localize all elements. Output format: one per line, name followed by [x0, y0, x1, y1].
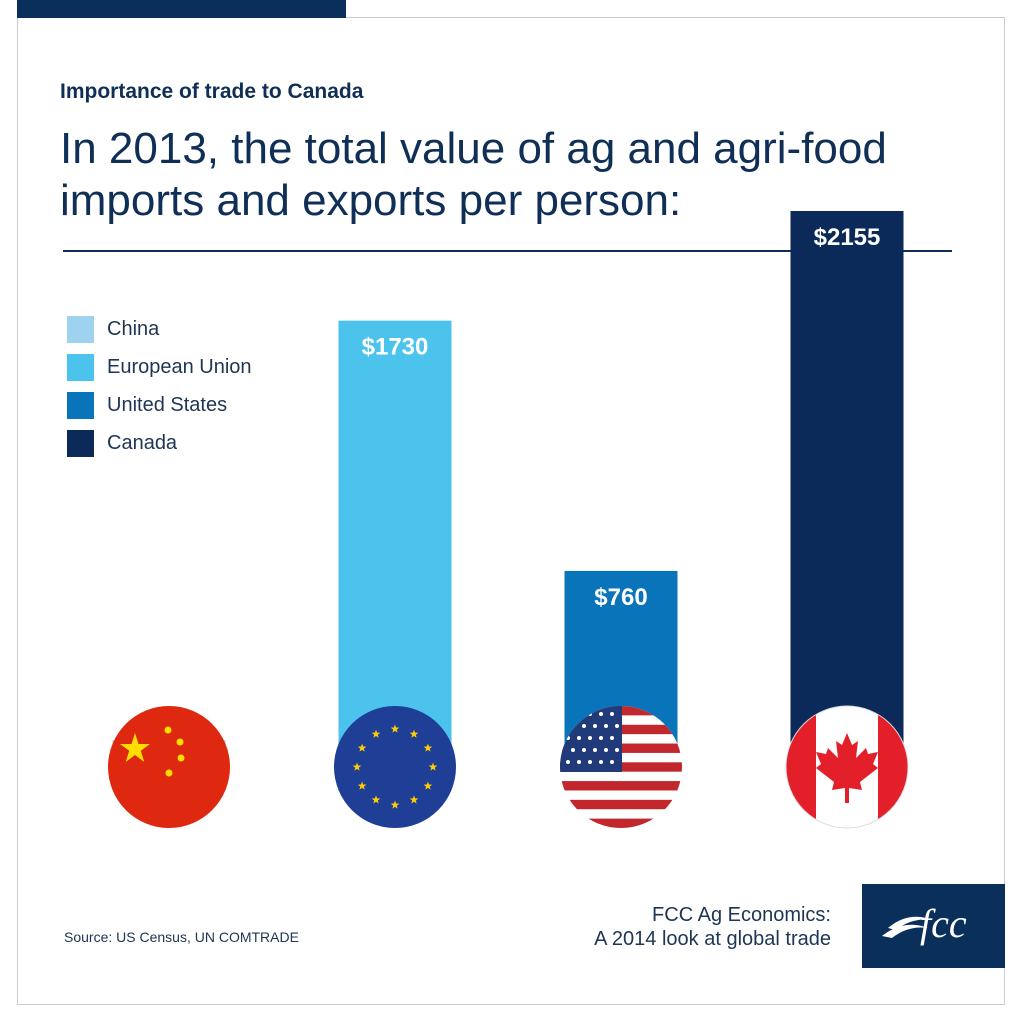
us-star	[582, 724, 586, 728]
us-star	[599, 736, 603, 740]
us-star	[588, 760, 592, 764]
us-star	[588, 736, 592, 740]
bar-value-label: $1730	[362, 334, 429, 361]
eu-star	[423, 781, 433, 790]
legend-swatch	[67, 392, 94, 419]
us-star	[604, 724, 608, 728]
bar-canada	[790, 211, 904, 767]
united-states-flag-icon	[560, 706, 682, 828]
us-stripe	[560, 799, 682, 810]
us-star	[610, 712, 614, 716]
eu-star	[409, 795, 419, 804]
legend-swatch	[67, 316, 94, 343]
legend-label: United States	[107, 394, 228, 416]
european-union-flag-icon	[334, 706, 456, 828]
us-star	[593, 724, 597, 728]
us-star	[577, 736, 581, 740]
flags-group	[108, 705, 909, 829]
source-note: Source: US Census, UN COMTRADE	[64, 929, 299, 945]
logo-swoosh-icon	[882, 916, 932, 938]
eu-star	[352, 762, 362, 771]
legend-swatch	[67, 354, 94, 381]
us-star	[593, 748, 597, 752]
kicker-title: Importance of trade to Canada	[60, 80, 364, 103]
eu-star	[371, 795, 381, 804]
eu-star	[409, 729, 419, 738]
eu-star	[428, 762, 438, 771]
eu-star	[423, 743, 433, 752]
eu-star	[390, 800, 400, 809]
bar-value-label: $760	[594, 584, 647, 611]
headline-rule	[63, 250, 952, 252]
legend-label: China	[107, 318, 160, 340]
legend-swatch	[67, 430, 94, 457]
eu-star	[390, 724, 400, 733]
us-star	[582, 748, 586, 752]
legend-label: European Union	[107, 356, 252, 378]
legend-label: Canada	[107, 432, 178, 454]
us-star	[571, 748, 575, 752]
headline: In 2013, the total value of ag and agri-…	[60, 124, 887, 225]
eu-star	[371, 729, 381, 738]
brand-subtitle: A 2014 look at global trade	[594, 928, 831, 950]
eu-star	[357, 781, 367, 790]
us-star	[599, 760, 603, 764]
us-star	[610, 760, 614, 764]
branding: FCC Ag Economics: A 2014 look at global …	[594, 903, 831, 951]
canada-flag-icon	[786, 706, 908, 828]
eu-star	[357, 743, 367, 752]
bar-european-union	[338, 320, 452, 767]
us-star	[615, 724, 619, 728]
us-star	[599, 712, 603, 716]
logo-text: fcc	[920, 901, 967, 946]
us-stripe	[560, 818, 682, 828]
us-star	[604, 748, 608, 752]
brand-title: FCC Ag Economics:	[652, 904, 831, 926]
us-stripe	[560, 781, 682, 791]
bar-value-label: $2155	[814, 224, 881, 251]
china-flag-icon	[108, 706, 230, 828]
us-star	[615, 748, 619, 752]
us-star	[566, 760, 570, 764]
fcc-logo: fcc	[862, 884, 1005, 968]
bars-group: $104$1730$760$2155	[112, 211, 904, 780]
us-star	[610, 736, 614, 740]
top-accent-bar	[17, 0, 346, 18]
us-star	[577, 760, 581, 764]
